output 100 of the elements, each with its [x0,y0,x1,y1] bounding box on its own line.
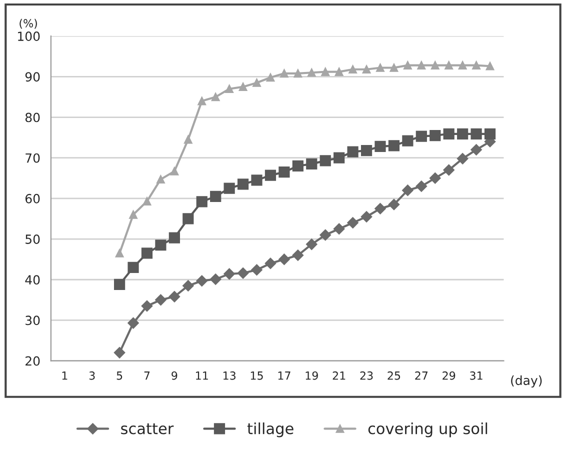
point [210,190,222,202]
point [443,128,454,140]
point [155,240,166,251]
y-tick-label: 70 [26,153,40,163]
point [457,128,468,140]
point [402,184,414,196]
x-tick-label: 21 [332,371,346,380]
point [348,65,357,74]
point [443,164,454,176]
point [238,82,248,91]
point [360,144,372,156]
point [430,172,441,184]
x-tick-label: 5 [116,372,122,380]
point [155,294,166,306]
legend-label: covering up soil [368,422,488,438]
point [196,275,208,286]
point [225,84,234,94]
point [374,140,386,152]
point [264,258,276,269]
point [404,61,412,70]
y-tick-label: 50 [26,234,40,244]
y-tick-label: 20 [26,356,40,366]
point [294,69,302,78]
legend-label: scatter [121,423,174,434]
point [168,232,180,244]
point [472,61,480,70]
x-tick-label: 11 [196,372,208,380]
point [321,68,330,76]
y-tick-label: 90 [25,72,40,82]
y-tick-label: 100 [18,32,40,42]
point [470,128,482,140]
point [237,178,249,190]
point [251,264,262,276]
point [458,61,467,70]
point [390,64,398,72]
x-tick-label: 7 [144,372,150,380]
point [210,274,222,285]
point [374,202,386,214]
point [280,69,288,78]
point [360,211,372,222]
x-axis-title: (day) [511,375,542,388]
point [196,196,208,208]
point [114,278,126,290]
point [484,128,496,140]
point [184,135,192,144]
point [182,280,194,292]
point [416,180,428,192]
point [211,92,220,102]
point [170,167,179,176]
point [362,65,371,74]
point [320,229,331,241]
point [417,61,426,70]
y-axis-title: (%) [20,18,37,29]
point [292,160,304,172]
point [252,78,261,87]
point [224,268,235,280]
x-tick-label: 13 [223,371,236,380]
point [251,174,262,186]
point [430,61,440,70]
point [224,182,235,194]
point [486,62,494,70]
x-tick-label: 9 [172,371,178,380]
point [182,213,194,224]
point [402,135,414,146]
y-tick-label: 40 [25,275,40,285]
point [142,197,152,206]
y-tick-label: 30 [26,316,40,326]
point [388,140,400,152]
x-tick-label: 29 [442,371,456,380]
point [456,153,468,164]
point [266,73,275,82]
point [347,146,358,158]
x-tick-label: 25 [388,371,400,380]
point [264,170,276,181]
point [115,249,124,258]
point [278,166,290,178]
x-tick-label: 15 [250,372,263,380]
x-tick-label: 19 [306,371,318,380]
point [388,198,400,210]
x-tick-label: 23 [360,371,373,380]
point [198,96,206,106]
point [306,158,318,170]
point [128,317,139,329]
point [156,175,165,184]
point [376,64,384,72]
point [416,130,427,142]
point [307,68,316,77]
point [168,291,180,302]
point [334,152,345,164]
point [237,268,249,279]
point [470,144,482,156]
point [347,217,358,228]
y-tick-label: 60 [25,194,40,204]
point [141,248,153,259]
point [444,61,454,70]
point [333,223,345,234]
y-tick-label: 80 [25,112,40,122]
point [141,300,153,312]
point [306,238,318,250]
point [334,68,344,76]
